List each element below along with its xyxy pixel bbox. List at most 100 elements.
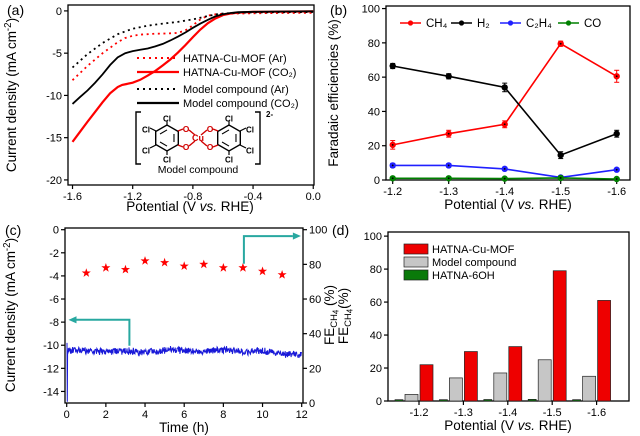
y-axis-title: Faradaic efficiencies (%) [326,19,341,167]
x-tick-label: -1.5 [543,407,562,419]
o-atom-label: O [207,142,214,152]
right-y-axis-title: FECH4 (%) [322,285,340,345]
legend-label: HATNA-Cu-MOF (Ar) [183,53,287,65]
y-tick-label: -14 [43,386,59,398]
current-density-trace [66,342,303,402]
cl-atom-label: Cl [225,156,233,165]
y-tick-label: 0 [374,175,380,187]
y-tick-label: 40 [368,106,380,118]
star-marker [258,266,268,276]
y-tick-label: -6 [49,294,59,306]
y-tick-label: -10 [43,340,59,352]
y-tick-label: -12 [43,363,59,375]
x-tick-label: 2 [103,409,109,421]
star-marker [179,261,189,270]
bar [464,351,478,402]
bar [527,399,537,402]
x-axis-title: Potential (V vs. RHE) [444,197,572,212]
arrow-head-right [292,232,301,240]
star-marker [277,270,287,279]
bar [419,364,434,402]
bars-HATNA-6OH [394,399,581,402]
star-marker [140,256,150,265]
y-tick-label: -5 [52,48,62,60]
y-tick-label: 0 [376,396,382,408]
legend-marker [407,20,414,26]
x-tick-label: -1.5 [551,186,570,198]
y-tick-label: 40 [309,329,321,341]
y-axis-title: Current density (mA cm-2) [3,18,19,172]
bar [394,399,404,402]
legend-label: Model compound [432,257,516,269]
y-tick-label: 100 [362,4,380,16]
o-atom-label: O [183,142,190,152]
y-tick-label: 20 [368,141,380,153]
lsv-chart: -1.6 -1.2 -0.8 -0.4 0.0 0 -5 -10 -15 -20 HATNA-Cu-… [3,4,321,214]
left-y-axis-title: Current density (mA cm-2) [2,238,18,392]
legend-marker [507,20,514,26]
x-tick-label: -1.6 [607,186,626,198]
panel-d: -1.2 -1.3 -1.4 -1.5 -1.6 0 20 40 60 80 100 HATNA-Cu… [320,218,640,436]
x-tick-label: 10 [256,409,268,421]
x-axis-title: Potential (V vs. RHE) [126,199,254,214]
stability-chart: 0 2 4 6 8 10 120-2-4-6-8-10-12-14020406080100T… [2,225,340,435]
legend-label: Model compound (CO₂) [183,98,299,110]
x-tick-label: -1.2 [410,407,429,419]
y-tick-label: 60 [368,72,380,84]
star-marker [120,264,130,274]
bars-Model compound [404,359,596,402]
y-tick-label: -4 [49,271,59,283]
bar [597,300,611,402]
bracket [255,111,261,165]
star-marker [160,257,170,267]
legend-label: CO [584,18,601,30]
legend-swatch [403,243,429,255]
bar [493,372,508,402]
panel-d-tag: (d) [332,222,350,238]
cl-atom-label: Cl [163,115,171,124]
bar [508,346,523,402]
bar [552,270,567,402]
y-axis-title: FECH4(%) [336,288,354,344]
x-tick-label: -1.4 [498,407,517,419]
faradaic-efficiency-chart: -1.2 -1.3 -1.4 -1.5 -1.6 0 20 40 60 80 100 CH₄ H₂ C₂H… [326,4,631,212]
y-tick-label: -8 [49,317,59,329]
arrow-line [242,235,293,264]
bar [537,359,552,402]
series-HATNA-Cu-MOF (Ar) [71,11,314,81]
y-tick-label: 60 [370,297,382,309]
x-tick-label: -1.4 [495,186,514,198]
bracket [135,111,141,165]
axis-arrow-right [242,232,301,264]
fe-ch4-bar-chart: -1.2 -1.3 -1.4 -1.5 -1.6 0 20 40 60 80 100 HATNA-Cu… [336,231,630,433]
panel-c-tag: (c) [5,222,22,238]
y-tick-label: 100 [364,231,382,243]
legend-label: HATNA-Cu-MOF [432,244,515,256]
x-tick-label: 6 [181,409,187,421]
bars-HATNA-Cu-MOF [419,270,611,402]
y-tick-label: 100 [309,225,327,237]
legend-label: HATNA-Cu-MOF (CO₂) [183,67,296,79]
arrow-head-left [68,316,77,324]
legend-label: C₂H₄ [526,18,552,30]
y-tick-label: -2 [49,248,59,260]
legend-marker [458,20,465,26]
bar [439,399,448,402]
cl-atom-label: Cl [225,115,233,124]
bar [582,375,596,402]
panel-c: 0 2 4 6 8 10 12 0 -2 -4 -6 -8 -10 -12 -14 0 20 40 60 80 100 T… [0,218,340,436]
cl-atom-label: Cl [246,126,254,135]
cl-atom-label: Cl [246,147,254,156]
bar [572,399,581,402]
y-tick-label: 20 [309,363,321,375]
x-tick-label: 4 [142,409,148,421]
y-tick-label: 0 [309,398,315,410]
y-tick-label: -10 [46,90,62,102]
y-tick-label: 20 [370,363,382,375]
y-tick-label: 80 [309,259,321,271]
legend-swatch [403,269,429,281]
star-marker [199,259,209,269]
x-tick-label: 12 [296,409,308,421]
y-tick-label: 0 [56,6,62,18]
